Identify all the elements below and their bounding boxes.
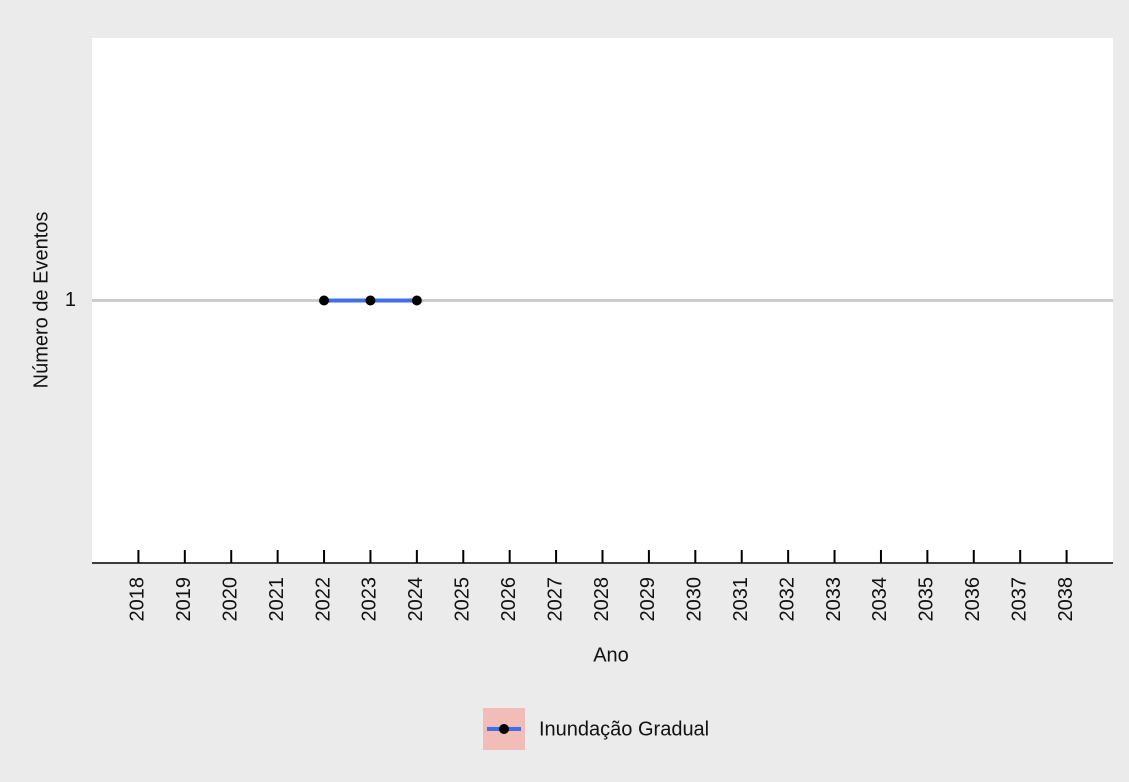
x-tick-label: 2023 [359,577,381,622]
x-tick-label: 2032 [776,577,798,622]
legend-label: Inundação Gradual [539,718,709,740]
x-tick-label: 2036 [962,577,984,622]
x-tick-label: 2031 [730,577,752,622]
x-tick-label: 2025 [452,577,474,622]
x-tick-label: 2027 [544,577,566,622]
x-tick-label: 2022 [312,577,334,622]
x-tick-label: 2029 [637,577,659,622]
x-tick-label: 2026 [498,577,520,622]
data-point [411,295,422,306]
x-tick-label: 2024 [405,577,427,622]
x-tick-label: 2030 [684,577,706,622]
y-axis-title: Número de Eventos [30,212,52,389]
x-tick-label: 2021 [266,577,288,622]
x-tick-label: 2018 [127,577,149,622]
x-tick-label: 2028 [591,577,613,622]
data-point [319,295,330,306]
data-point [365,295,376,306]
x-tick-label: 2037 [1008,577,1030,622]
x-tick-label: 2034 [869,577,891,622]
legend-key-point [499,724,509,734]
x-tick-label: 2035 [916,577,938,622]
x-axis-title: Ano [593,644,629,666]
x-tick-label: 2020 [220,577,242,622]
x-tick-label: 2038 [1055,577,1077,622]
y-tick-label: 1 [65,289,76,311]
x-tick-label: 2019 [173,577,195,622]
x-tick-label: 2033 [823,577,845,622]
